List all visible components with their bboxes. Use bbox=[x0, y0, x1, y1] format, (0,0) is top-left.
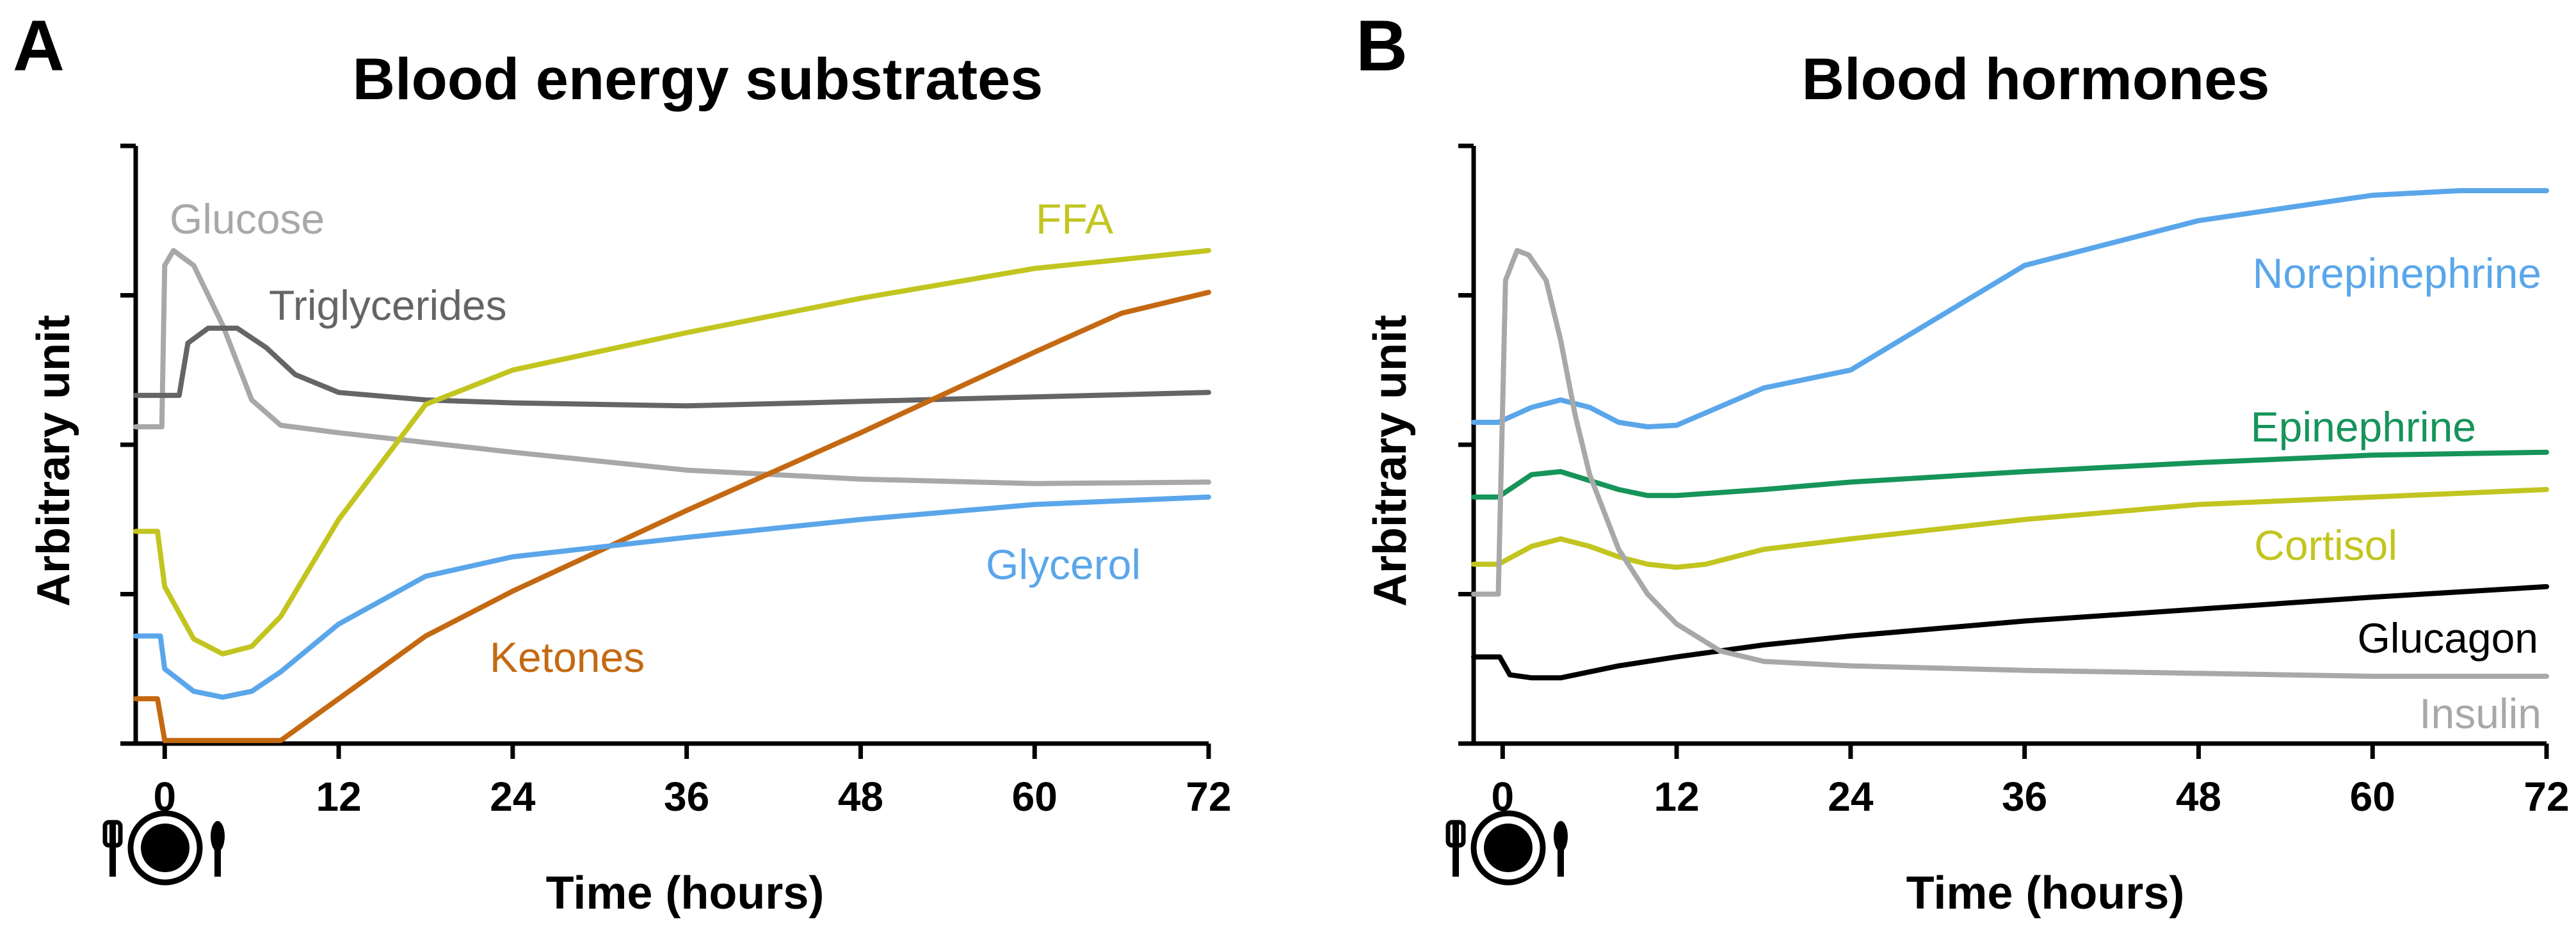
series-line-norepinephrine bbox=[1471, 188, 2549, 429]
panel-b-title: Blood hormones bbox=[1802, 47, 2270, 112]
panel-b-xtick-label-6: 72 bbox=[2524, 774, 2569, 820]
panel-a-letter: A bbox=[13, 6, 65, 86]
panel-a-xtick-label-6: 72 bbox=[1186, 774, 1231, 820]
series-line-epinephrine bbox=[1471, 449, 2549, 500]
meal-plate-icon bbox=[1445, 810, 1568, 886]
label-ffa: FFA bbox=[1036, 195, 1113, 243]
label-glycerol: Glycerol bbox=[986, 541, 1141, 588]
label-insulin: Insulin bbox=[2419, 690, 2541, 737]
panel-b-xtick-label-1: 12 bbox=[1654, 774, 1699, 820]
panel-a-xtick-label-5: 60 bbox=[1012, 774, 1058, 820]
series-line-ketones bbox=[133, 289, 1211, 744]
label-epinephrine: Epinephrine bbox=[2251, 403, 2476, 450]
panel-b-ylabel: Arbitrary unit bbox=[1365, 315, 1416, 607]
meal-plate-icon bbox=[102, 810, 225, 886]
series-line-glycerol bbox=[133, 494, 1211, 700]
label-glucose: Glucose bbox=[170, 195, 325, 243]
panel-a-xlabel: Time (hours) bbox=[546, 868, 825, 919]
series-line-insulin bbox=[1471, 248, 2549, 679]
panel-b-xlabel: Time (hours) bbox=[1906, 868, 2185, 919]
panel-a-xtick-label-4: 48 bbox=[838, 774, 883, 820]
series-line-glucose bbox=[133, 248, 1211, 486]
panel-a-xtick-label-3: 36 bbox=[664, 774, 709, 820]
series-line-ffa bbox=[133, 248, 1211, 657]
panel-a-xtick-label-1: 12 bbox=[316, 774, 361, 820]
panel-b-xtick-label-4: 48 bbox=[2176, 774, 2221, 820]
panel-b-xtick-label-2: 24 bbox=[1828, 774, 1874, 820]
label-cortisol: Cortisol bbox=[2254, 522, 2397, 569]
label-triglycerides: Triglycerides bbox=[269, 282, 507, 329]
panel-b-xtick-label-5: 60 bbox=[2350, 774, 2395, 820]
panel-a: A Blood energy substrates Arbitrary unit… bbox=[13, 6, 1232, 919]
label-norepinephrine: Norepinephrine bbox=[2253, 250, 2541, 297]
series-line-cortisol bbox=[1471, 487, 2549, 570]
panel-a-xtick-label-2: 24 bbox=[490, 774, 536, 820]
label-glucagon: Glucagon bbox=[2357, 614, 2538, 662]
label-ketones: Ketones bbox=[490, 633, 645, 681]
panel-b: B Blood hormones Arbitrary unit Time (ho… bbox=[1356, 6, 2570, 919]
panel-b-xtick-label-3: 36 bbox=[2002, 774, 2047, 820]
panel-a-title: Blood energy substrates bbox=[353, 47, 1043, 112]
series-line-glucagon bbox=[1471, 584, 2549, 681]
series-line-triglycerides bbox=[133, 325, 1211, 409]
panel-b-letter: B bbox=[1356, 6, 1408, 86]
panel-a-ylabel: Arbitrary unit bbox=[28, 315, 79, 607]
